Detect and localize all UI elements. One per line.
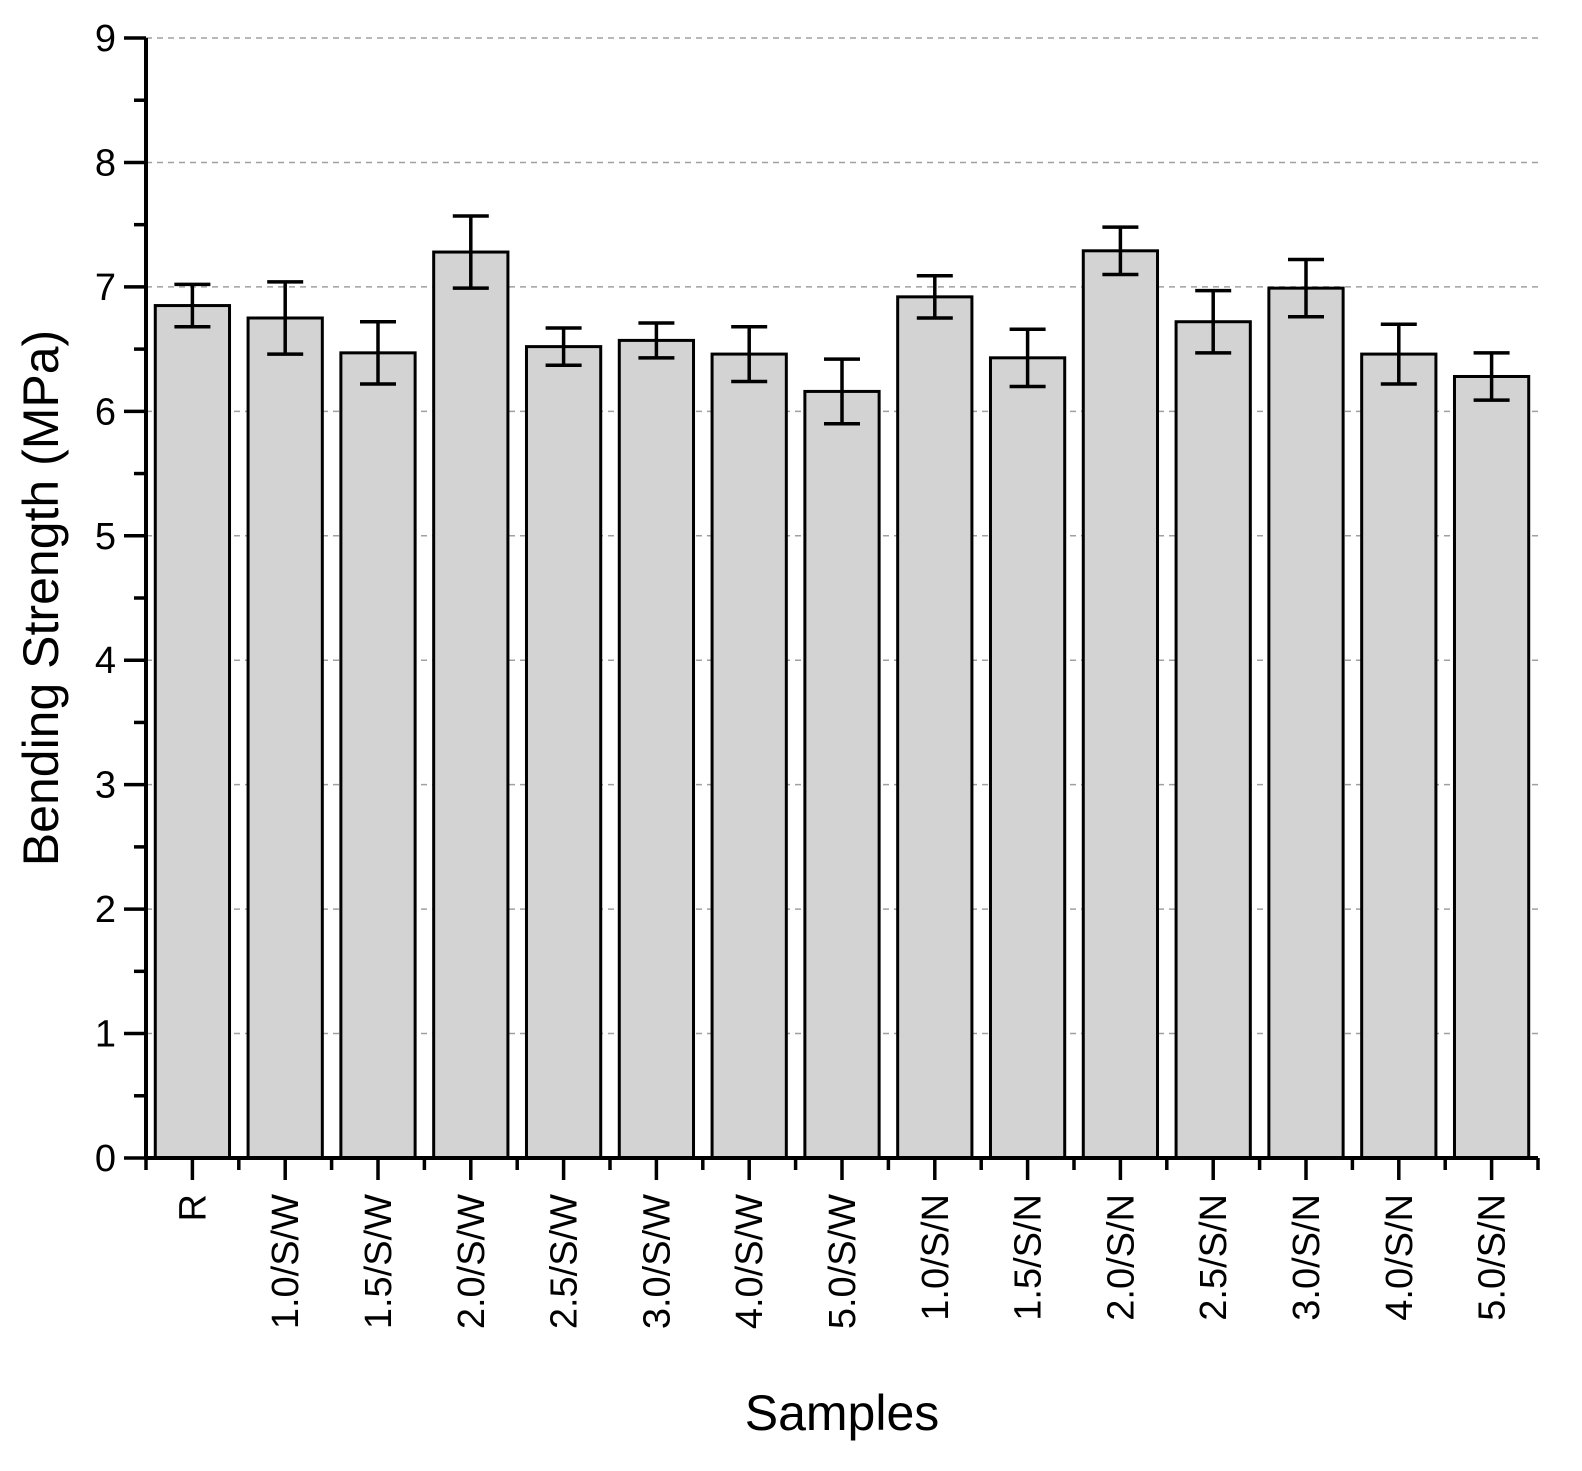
x-tick-label: 5.0/S/W: [822, 1194, 864, 1329]
x-tick-label: 2.0/S/N: [1100, 1194, 1142, 1321]
y-tick-label: 3: [95, 765, 116, 807]
x-tick-label: R: [172, 1194, 214, 1221]
bar: [1267, 286, 1345, 1160]
y-tick-label: 8: [95, 142, 116, 184]
error-bar: [1380, 322, 1417, 386]
bar: [710, 352, 788, 1160]
x-tick-label: 2.0/S/W: [451, 1194, 493, 1329]
x-tick-label: 2.5/S/W: [544, 1194, 586, 1329]
error-bar: [452, 214, 489, 290]
bar: [432, 250, 510, 1160]
error-bar: [1009, 327, 1046, 389]
bar: [339, 351, 417, 1160]
bar: [896, 295, 974, 1160]
bar: [246, 316, 324, 1160]
error-bar: [360, 319, 396, 386]
y-tick-label: 4: [95, 640, 116, 682]
x-axis-title: Samples: [745, 1385, 940, 1441]
y-axis-title: Bending Strength (MPa): [13, 330, 69, 866]
error-bar: [1288, 257, 1324, 319]
y-tick-label: 9: [95, 18, 116, 60]
x-tick-label: 1.5/S/N: [1008, 1194, 1050, 1321]
x-tick-label: 4.0/S/N: [1379, 1194, 1421, 1321]
error-bar: [174, 282, 211, 329]
bar: [803, 389, 881, 1160]
bar: [617, 338, 696, 1160]
bar: [153, 304, 232, 1160]
y-tick-label: 5: [95, 516, 116, 558]
x-tick-label: 1.0/S/W: [265, 1194, 307, 1329]
bar: [1360, 352, 1438, 1160]
error-bar: [916, 273, 953, 320]
y-tick-label: 6: [95, 391, 116, 433]
x-tick-label: 1.5/S/W: [358, 1194, 400, 1329]
error-bar: [1102, 225, 1139, 277]
error-bar: [1195, 288, 1232, 355]
error-bar: [1473, 351, 1510, 402]
y-tick-label: 0: [95, 1138, 116, 1180]
bar: [988, 356, 1067, 1160]
error-bar: [638, 321, 675, 360]
x-tick-label: 3.0/S/N: [1286, 1194, 1328, 1321]
error-bar: [731, 324, 768, 384]
x-tick-label: 2.5/S/N: [1193, 1194, 1235, 1321]
bars: [153, 214, 1531, 1160]
axes: 0 1 2 3 4 5 6 7 8 9 R 1.0/S/W 1.5/S/W 2.0/S/W 2.5/S/W 3…: [95, 18, 1540, 1329]
bar: [524, 345, 603, 1160]
y-tick-label: 2: [95, 889, 116, 931]
bar: [1081, 249, 1160, 1160]
error-bar: [267, 280, 304, 356]
x-tick-label: 3.0/S/W: [636, 1194, 678, 1329]
bar: [1174, 320, 1252, 1160]
error-bar: [824, 357, 860, 426]
x-tick-label: 1.0/S/N: [915, 1194, 957, 1321]
x-tick-label: 4.0/S/W: [729, 1194, 771, 1329]
y-tick-label: 7: [95, 267, 116, 309]
x-tick-label: 5.0/S/N: [1472, 1194, 1514, 1321]
error-bar: [545, 326, 582, 368]
y-tick-label: 1: [95, 1014, 116, 1056]
bar: [1452, 374, 1531, 1160]
